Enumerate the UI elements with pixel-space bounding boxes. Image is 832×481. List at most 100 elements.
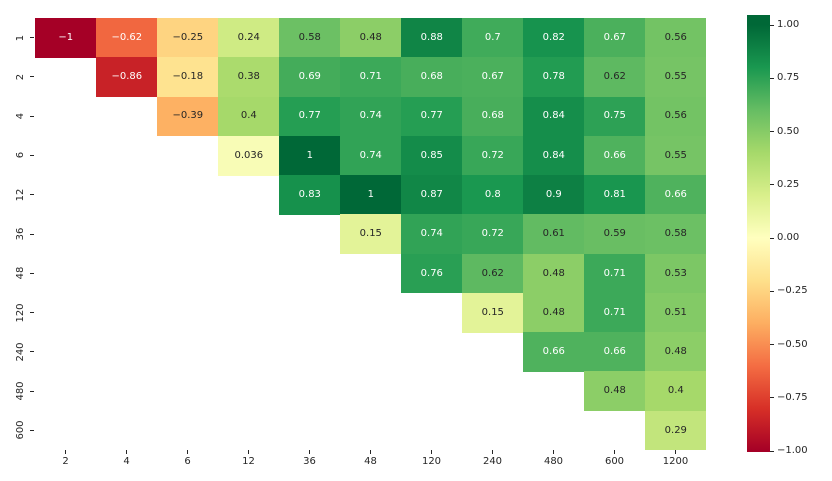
cell-annotation: 0.88 bbox=[420, 31, 443, 43]
x-tick-label: 480 bbox=[543, 456, 564, 467]
y-tick-mark bbox=[30, 76, 34, 78]
heatmap-cell: 0.67 bbox=[462, 57, 524, 98]
heatmap-cell: 0.68 bbox=[401, 57, 463, 98]
cell-annotation: 0.53 bbox=[664, 267, 687, 279]
heatmap-cell: 0.74 bbox=[340, 135, 402, 176]
cell-annotation: 0.62 bbox=[481, 267, 504, 279]
heatmap-cell: 1 bbox=[279, 135, 341, 176]
y-tick-mark bbox=[30, 154, 34, 156]
cell-annotation: 0.56 bbox=[664, 110, 687, 122]
heatmap-cell: 0.84 bbox=[523, 135, 585, 176]
cell-annotation: 0.82 bbox=[542, 31, 565, 43]
x-tick-label: 4 bbox=[123, 456, 130, 467]
colorbar-tick-mark bbox=[770, 237, 774, 239]
cell-annotation: 0.15 bbox=[481, 306, 504, 318]
y-tick-mark bbox=[30, 390, 34, 392]
cell-annotation: 0.24 bbox=[237, 31, 260, 43]
y-tick-label: 120 bbox=[15, 302, 26, 323]
cell-annotation: −0.18 bbox=[172, 71, 204, 83]
heatmap-cell: 0.78 bbox=[523, 57, 585, 98]
heatmap-cell: 0.66 bbox=[584, 332, 646, 373]
cell-annotation: 0.78 bbox=[542, 71, 565, 83]
heatmap-cell: 0.48 bbox=[584, 371, 646, 412]
cell-annotation: 1 bbox=[306, 149, 313, 161]
cell-annotation: 0.58 bbox=[298, 31, 321, 43]
heatmap-cell: 0.66 bbox=[584, 135, 646, 176]
cell-annotation: 0.55 bbox=[664, 149, 687, 161]
x-tick-mark bbox=[675, 450, 676, 454]
cell-annotation: 0.72 bbox=[481, 228, 504, 240]
colorbar-tick-mark bbox=[770, 184, 774, 186]
cell-annotation: 0.48 bbox=[603, 385, 626, 397]
heatmap-cell: 0.8 bbox=[462, 175, 524, 215]
heatmap-cell: 0.77 bbox=[401, 96, 463, 137]
colorbar-tick-mark bbox=[770, 24, 774, 26]
cell-annotation: 0.38 bbox=[237, 71, 260, 83]
colorbar-tick-label: −0.50 bbox=[777, 338, 808, 350]
heatmap-cell: 0.4 bbox=[645, 371, 706, 412]
heatmap-cell: 0.62 bbox=[584, 57, 646, 98]
cell-annotation: 0.56 bbox=[664, 31, 687, 43]
x-tick-mark bbox=[309, 450, 310, 454]
cell-annotation: 0.67 bbox=[603, 31, 626, 43]
heatmap-cell: 0.72 bbox=[462, 135, 524, 176]
cell-annotation: 0.7 bbox=[484, 31, 501, 43]
x-tick-label: 2 bbox=[62, 456, 69, 467]
colorbar-tick-label: 0.75 bbox=[777, 72, 800, 84]
heatmap-cell: −0.62 bbox=[96, 18, 158, 58]
heatmap-cell: 0.24 bbox=[218, 18, 280, 58]
heatmap-cell: 0.66 bbox=[523, 332, 585, 373]
heatmap-cell: 0.82 bbox=[523, 18, 585, 58]
heatmap-cell: 0.15 bbox=[340, 214, 402, 255]
heatmap-cell: 0.67 bbox=[584, 18, 646, 58]
cell-annotation: 0.87 bbox=[420, 189, 443, 200]
heatmap-cell: 0.48 bbox=[523, 253, 585, 294]
cell-annotation: 0.9 bbox=[545, 189, 562, 200]
x-tick-label: 12 bbox=[242, 456, 255, 467]
x-tick-label: 240 bbox=[482, 456, 503, 467]
heatmap-cell: 0.48 bbox=[645, 332, 706, 373]
cell-annotation: 0.74 bbox=[359, 110, 382, 122]
cell-annotation: 0.77 bbox=[298, 110, 321, 122]
cell-annotation: 0.72 bbox=[481, 149, 504, 161]
y-tick-label: 1 bbox=[15, 34, 26, 41]
x-tick-label: 48 bbox=[364, 456, 377, 467]
heatmap-cell: 0.69 bbox=[279, 57, 341, 98]
heatmap-cell: 0.84 bbox=[523, 96, 585, 137]
cell-annotation: −0.39 bbox=[172, 110, 204, 122]
y-tick-mark bbox=[30, 272, 34, 274]
y-tick-label: 48 bbox=[15, 266, 26, 280]
y-tick-label: 4 bbox=[15, 112, 26, 120]
heatmap-cell: 0.71 bbox=[340, 57, 402, 98]
colorbar-tick-label: 0.50 bbox=[777, 125, 800, 137]
colorbar-tick-mark bbox=[770, 450, 774, 452]
cell-annotation: −0.86 bbox=[111, 71, 143, 83]
colorbar-tick-label: −0.25 bbox=[777, 285, 808, 297]
cell-annotation: 0.85 bbox=[420, 149, 443, 161]
heatmap-cell: 0.61 bbox=[523, 214, 585, 255]
colorbar-tick-mark bbox=[770, 77, 774, 79]
heatmap-cell: 0.55 bbox=[645, 135, 706, 176]
y-tick-label: 600 bbox=[15, 420, 26, 440]
heatmap-cell: 0.74 bbox=[340, 96, 402, 137]
x-tick-label: 6 bbox=[184, 456, 191, 467]
x-tick-label: 600 bbox=[604, 456, 625, 467]
cell-annotation: 0.8 bbox=[484, 189, 501, 200]
heatmap-cell: −0.25 bbox=[157, 18, 219, 58]
cell-annotation: 0.69 bbox=[298, 71, 321, 83]
colorbar-tick-mark bbox=[770, 131, 774, 132]
heatmap-cell: 0.15 bbox=[462, 292, 524, 333]
y-tick-mark bbox=[30, 351, 34, 353]
heatmap-cell: 0.9 bbox=[523, 175, 585, 215]
x-tick-mark bbox=[553, 450, 554, 454]
x-tick-mark bbox=[614, 450, 615, 454]
cell-annotation: 0.66 bbox=[603, 149, 626, 161]
heatmap-cell: 0.59 bbox=[584, 214, 646, 255]
cell-annotation: 0.48 bbox=[542, 306, 565, 318]
cell-annotation: 0.4 bbox=[240, 110, 257, 122]
cell-annotation: 0.68 bbox=[481, 110, 504, 122]
y-tick-mark bbox=[30, 233, 34, 235]
heatmap-cell: 0.75 bbox=[584, 96, 646, 137]
cell-annotation: 0.68 bbox=[420, 71, 443, 83]
